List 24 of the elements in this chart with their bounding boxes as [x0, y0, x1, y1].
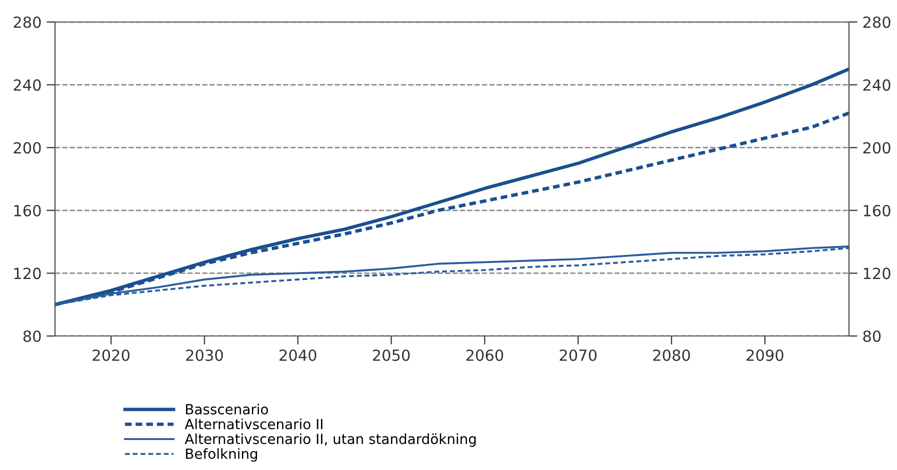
x-tick-label: 2090 [746, 349, 784, 362]
legend-label: Alternativscenario II, utan standardökning [184, 433, 476, 447]
x-tick-label: 2050 [372, 349, 410, 362]
y2-tick-label: 240 [863, 79, 890, 91]
y-tick-label: 120 [14, 268, 41, 280]
x-tick-label: 2030 [186, 349, 223, 362]
y-tick-label: 80 [23, 330, 41, 342]
legend-label: Befolkning [186, 448, 258, 462]
y2-tick-label: 200 [863, 142, 890, 154]
y2-tick-label: 160 [864, 204, 890, 216]
legend-label: Alternativscenario II [184, 418, 322, 430]
y2-tick-label: 80 [863, 330, 881, 342]
x-tick-label: 2060 [466, 349, 504, 362]
legend-label: Basscenario [186, 404, 268, 414]
x-tick-label: 2080 [653, 349, 690, 362]
y2-tick-label: 120 [864, 268, 890, 280]
y-tick-label: 200 [14, 142, 41, 154]
x-tick-label: 2020 [92, 349, 130, 362]
x-tick-label: 2040 [280, 349, 316, 362]
x-tick-label: 2070 [560, 349, 597, 362]
y-tick-label: 280 [14, 16, 41, 28]
y2-tick-label: 280 [863, 16, 890, 28]
y-tick-label: 240 [14, 79, 41, 91]
y-tick-label: 160 [14, 204, 41, 216]
